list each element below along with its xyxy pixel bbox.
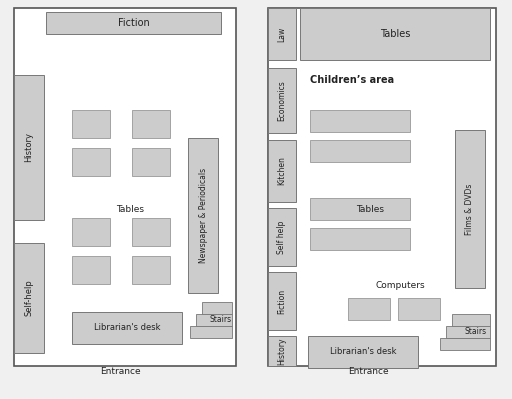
Text: Librarian's desk: Librarian's desk xyxy=(94,324,160,332)
Text: History: History xyxy=(25,132,33,162)
Text: Stairs: Stairs xyxy=(210,316,232,324)
Bar xyxy=(72,148,110,176)
Text: Librarian's desk: Librarian's desk xyxy=(330,348,396,356)
Bar xyxy=(190,326,232,338)
Bar xyxy=(310,140,410,162)
Bar xyxy=(310,198,410,220)
Bar xyxy=(72,312,182,344)
Text: Computers: Computers xyxy=(375,280,425,290)
Bar xyxy=(268,208,296,266)
Bar xyxy=(268,140,296,202)
Bar xyxy=(308,336,418,368)
Text: Entrance: Entrance xyxy=(348,367,388,377)
Bar xyxy=(196,314,232,326)
Text: Children’s area: Children’s area xyxy=(310,75,394,85)
Text: Self help: Self help xyxy=(278,220,287,254)
Bar xyxy=(14,243,44,353)
Bar xyxy=(452,314,490,326)
Bar xyxy=(72,256,110,284)
Bar xyxy=(268,336,296,366)
Bar xyxy=(132,256,170,284)
Bar xyxy=(300,8,490,60)
Text: History: History xyxy=(278,337,287,365)
Bar xyxy=(440,338,490,350)
Bar xyxy=(446,326,490,338)
Bar xyxy=(268,68,296,133)
Bar xyxy=(348,298,390,320)
Bar xyxy=(72,218,110,246)
Bar xyxy=(132,218,170,246)
Text: Fiction: Fiction xyxy=(118,18,150,28)
Text: Tables: Tables xyxy=(356,205,384,215)
Text: Law: Law xyxy=(278,26,287,41)
Bar xyxy=(310,228,410,250)
Text: Stairs: Stairs xyxy=(465,328,487,336)
Text: Films & DVDs: Films & DVDs xyxy=(465,183,475,235)
Bar xyxy=(268,8,496,366)
Text: Fiction: Fiction xyxy=(278,288,287,314)
Bar xyxy=(72,110,110,138)
Bar xyxy=(268,8,296,60)
Bar xyxy=(132,148,170,176)
Bar xyxy=(14,8,236,366)
Bar xyxy=(398,298,440,320)
Bar xyxy=(202,302,232,314)
Text: Economics: Economics xyxy=(278,80,287,121)
Text: Newspaper & Periodicals: Newspaper & Periodicals xyxy=(199,168,207,263)
Bar xyxy=(188,138,218,293)
Bar xyxy=(46,12,221,34)
Text: Self-help: Self-help xyxy=(25,280,33,316)
Text: Kitchen: Kitchen xyxy=(278,156,287,186)
Text: Tables: Tables xyxy=(116,205,144,215)
Bar xyxy=(268,272,296,330)
Bar xyxy=(455,130,485,288)
Bar xyxy=(310,110,410,132)
Text: Entrance: Entrance xyxy=(100,367,140,377)
Text: Tables: Tables xyxy=(380,29,410,39)
Bar xyxy=(132,110,170,138)
Bar xyxy=(14,75,44,220)
